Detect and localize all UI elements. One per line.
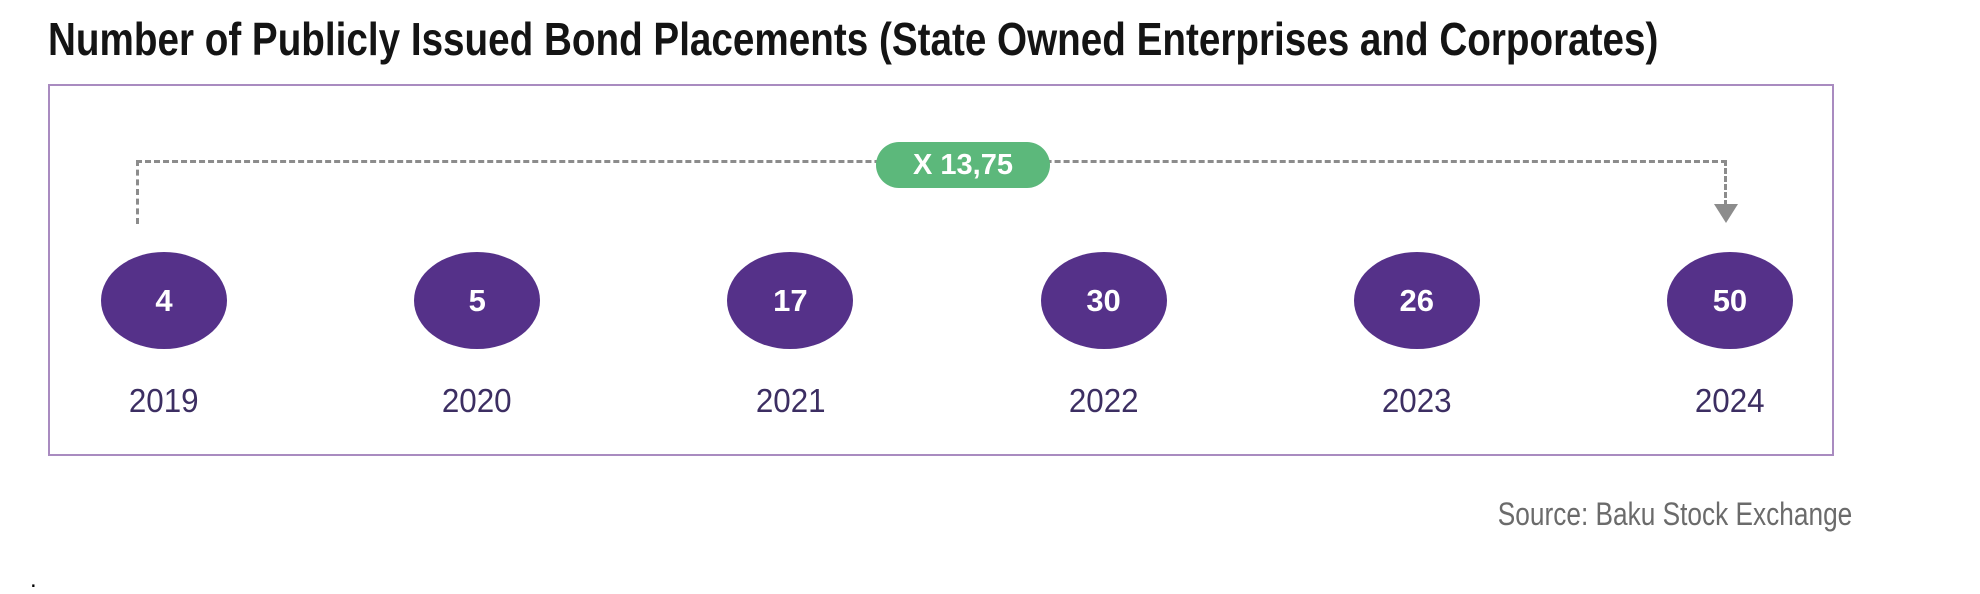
year-label: 2020	[442, 382, 513, 419]
growth-arrow-start-segment	[136, 160, 139, 224]
year-label: 2023	[1381, 382, 1452, 419]
year-item-2020: 5 2020	[414, 252, 541, 420]
year-label: 2022	[1068, 382, 1139, 419]
value-bubble: 5	[414, 252, 541, 349]
year-item-2021: 17 2021	[727, 252, 854, 420]
year-item-2019: 4 2019	[101, 252, 227, 420]
year-label: 2021	[755, 382, 826, 419]
year-item-2023: 26 2023	[1353, 252, 1480, 420]
year-item-2024: 50 2024	[1666, 252, 1793, 420]
year-bubble-row: 4 2019 5 2020 17 2021 30 2022 26 2023 50	[50, 252, 1832, 420]
year-label: 2024	[1695, 382, 1765, 419]
value-bubble: 4	[101, 252, 227, 349]
value-bubble: 17	[727, 252, 854, 349]
value-bubble: 26	[1353, 252, 1480, 349]
growth-arrow-end-segment	[1724, 160, 1727, 206]
chart-title: Number of Publicly Issued Bond Placement…	[48, 13, 1659, 65]
year-item-2022: 30 2022	[1040, 252, 1167, 420]
arrow-down-icon	[1714, 204, 1738, 223]
value-bubble: 50	[1666, 252, 1793, 349]
year-label: 2019	[129, 382, 199, 419]
source-caption: Source: Baku Stock Exchange	[1497, 496, 1852, 532]
multiplier-badge: X 13,75	[876, 142, 1050, 188]
value-bubble: 30	[1040, 252, 1167, 349]
stray-period: .	[30, 566, 37, 593]
chart-panel: X 13,75 4 2019 5 2020 17 2021 30 2022 26…	[48, 84, 1834, 456]
